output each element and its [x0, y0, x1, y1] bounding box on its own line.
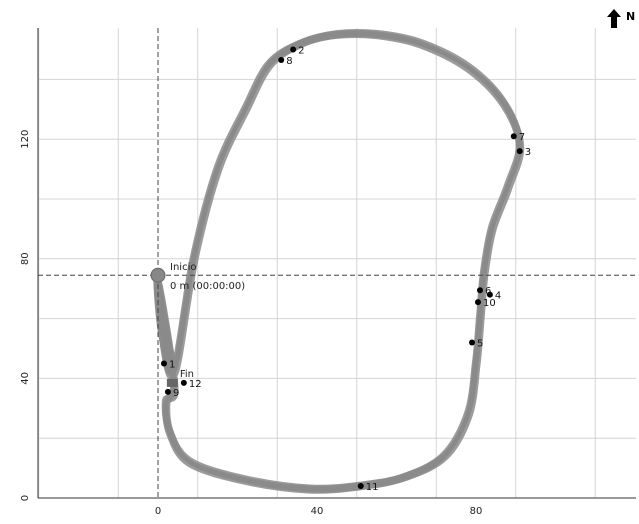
waypoint-dot: [486, 291, 493, 298]
waypoint-dot: [278, 56, 285, 63]
finish-label: Fin: [180, 369, 194, 380]
waypoint-dot: [474, 299, 481, 306]
x-tick-label: 0: [155, 506, 161, 517]
waypoint-label: 8: [286, 56, 292, 67]
waypoint-label: 3: [525, 147, 531, 158]
waypoint-label: 7: [519, 132, 525, 143]
y-tick-label: 40: [20, 372, 31, 385]
north-label: N: [626, 10, 635, 23]
waypoint-dot: [469, 339, 476, 346]
waypoint-label: 5: [477, 339, 483, 350]
track-lap: [153, 29, 520, 490]
waypoint-dot: [160, 360, 167, 367]
waypoint-dot: [164, 388, 171, 395]
start-label: Inicio: [170, 262, 196, 273]
arrow-up-icon: [607, 9, 621, 28]
north-indicator: N: [607, 9, 635, 28]
start-detail: 0 m (00:00:00): [170, 281, 245, 292]
waypoint-dot: [476, 287, 483, 294]
finish-marker: [166, 378, 178, 387]
waypoint-dot: [290, 46, 297, 53]
waypoint-label: 2: [298, 46, 304, 57]
start-connector: [157, 275, 175, 355]
track-lap: [157, 32, 525, 493]
waypoint-dot: [357, 483, 364, 490]
track: [153, 28, 525, 494]
track-lap: [153, 33, 521, 494]
start-marker: [150, 267, 166, 283]
crosshair: [38, 28, 636, 498]
y-tick-label: 80: [20, 252, 31, 265]
x-tick-label: 80: [470, 506, 483, 517]
x-tick-label: 40: [311, 506, 324, 517]
waypoint-label: 10: [483, 298, 496, 309]
y-tick-label: 120: [20, 130, 31, 149]
waypoint-dot: [516, 148, 523, 155]
waypoint-dot: [180, 379, 187, 386]
tick-labels: 0 40 80 0 40 80 120: [20, 130, 482, 517]
waypoint-dot: [510, 133, 517, 140]
waypoint-label: 9: [173, 388, 179, 399]
y-tick-label: 0: [20, 495, 31, 501]
waypoint-label: 11: [366, 482, 379, 493]
waypoint-label: 12: [189, 379, 202, 390]
waypoint-label: 6: [485, 286, 491, 297]
waypoint-label: 1: [169, 359, 175, 370]
grid: [38, 28, 636, 498]
waypoint-label: 4: [495, 291, 501, 302]
